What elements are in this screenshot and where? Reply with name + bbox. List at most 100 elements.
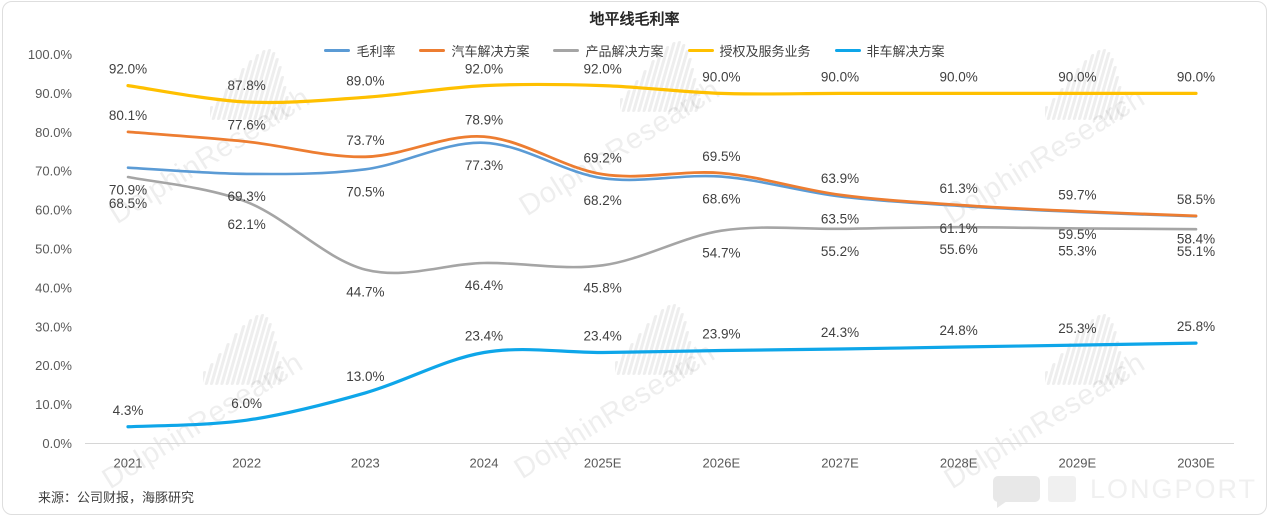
data-label: 61.1% [940,221,978,236]
x-axis-tick: 2025E [584,456,622,471]
data-label: 58.4% [1177,231,1215,246]
legend-swatch-icon [834,48,861,53]
data-label: 77.6% [228,118,266,133]
legend-swatch-icon [687,48,714,53]
data-label: 80.1% [109,108,147,123]
data-label: 25.3% [1058,321,1096,336]
x-axis-tick: 2026E [703,456,741,471]
legend-item-4: 非车解决方案 [834,41,945,60]
data-label: 77.3% [465,158,503,173]
x-axis-tick: 2022 [232,456,261,471]
data-label: 90.0% [702,69,740,84]
data-label: 69.5% [702,149,740,164]
data-label: 62.1% [228,217,266,232]
data-label: 70.9% [109,183,147,198]
x-axis-tick: 2030E [1177,456,1215,471]
data-label: 61.3% [940,181,978,196]
data-label: 24.8% [940,323,978,338]
data-label: 24.3% [821,325,859,340]
legend-item-1: 汽车解决方案 [419,41,529,60]
data-label: 4.3% [113,403,144,418]
y-axis-tick: 40.0% [35,280,72,295]
data-label: 13.0% [346,369,384,384]
data-label: 87.8% [228,78,266,93]
legend-label: 非车解决方案 [866,44,945,59]
data-label: 92.0% [584,62,622,77]
source-note: 来源：公司财报，海豚研究 [38,490,195,505]
x-axis-tick: 2024 [470,456,499,471]
data-label: 55.2% [821,244,859,259]
series-line-3 [126,82,1198,105]
y-axis-tick: 30.0% [35,319,72,334]
y-axis-tick: 50.0% [35,242,72,257]
y-axis-tick: 0.0% [42,436,72,451]
y-axis-tick: 10.0% [35,397,72,412]
y-axis-tick: 20.0% [35,358,72,373]
legend-label: 毛利率 [356,44,396,59]
data-label: 73.7% [346,133,384,148]
legend-swatch-icon [324,48,351,53]
data-label: 55.1% [1177,244,1215,259]
data-label: 69.2% [584,150,622,165]
data-label: 89.0% [346,73,384,88]
data-label: 58.5% [1177,192,1215,207]
legend-item-2: 产品解决方案 [553,41,664,60]
data-label: 90.0% [1058,69,1096,84]
legend-swatch-icon [553,48,580,53]
y-axis-tick: 60.0% [35,203,72,218]
longport-bubble-icon [993,476,1040,508]
data-label: 45.8% [584,280,622,295]
data-label: 90.0% [821,69,859,84]
data-label: 54.7% [702,246,740,261]
data-label: 92.0% [465,62,503,77]
legend-label: 授权及服务业务 [719,44,811,59]
data-label: 59.7% [1058,187,1096,202]
x-axis-tick: 2021 [114,456,143,471]
data-label: 63.5% [821,211,859,226]
x-axis-tick: 2028E [940,456,978,471]
data-label: 55.3% [1058,243,1096,258]
chart-legend: 毛利率 汽车解决方案 产品解决方案 授权及服务业务 非车解决方案 [0,41,1269,60]
data-label: 68.5% [109,196,147,211]
data-label: 78.9% [465,113,503,128]
data-label: 90.0% [940,69,978,84]
y-axis-tick: 80.0% [35,125,72,140]
data-label: 69.3% [228,189,266,204]
x-axis-tick: 2029E [1059,456,1097,471]
series-line-1 [126,130,1198,218]
data-label: 90.0% [1177,69,1215,84]
chart-title: 地平线毛利率 [589,11,680,28]
data-label: 70.5% [346,184,384,199]
y-axis-tick: 70.0% [35,164,72,179]
longport-square-icon [1048,476,1076,502]
legend-label: 产品解决方案 [585,44,664,59]
series-line-4 [126,341,1198,429]
longport-logo-text: LONGPORT [1090,474,1258,504]
series-line-0 [126,141,1198,218]
y-axis-tick: 100.0% [28,47,73,62]
legend-swatch-icon [419,48,446,53]
legend-item-3: 授权及服务业务 [687,41,811,60]
data-label: 6.0% [231,396,262,411]
data-label: 68.2% [584,193,622,208]
x-axis-tick: 2027E [821,456,859,471]
data-label: 25.8% [1177,319,1215,334]
data-label: 68.6% [702,192,740,207]
series-line-2 [126,175,1198,275]
x-axis-tick: 2023 [351,456,380,471]
longport-brand: LONGPORT [993,474,1258,508]
data-label: 55.6% [940,242,978,257]
data-label: 23.4% [584,328,622,343]
legend-item-0: 毛利率 [324,41,395,60]
data-label: 23.9% [702,327,740,342]
data-label: 23.4% [465,328,503,343]
y-axis-tick: 90.0% [35,86,72,101]
data-label: 46.4% [465,278,503,293]
data-label: 63.9% [821,171,859,186]
legend-label: 汽车解决方案 [451,44,530,59]
data-label: 92.0% [109,62,147,77]
data-label: 44.7% [346,285,384,300]
data-label: 59.5% [1058,227,1096,242]
